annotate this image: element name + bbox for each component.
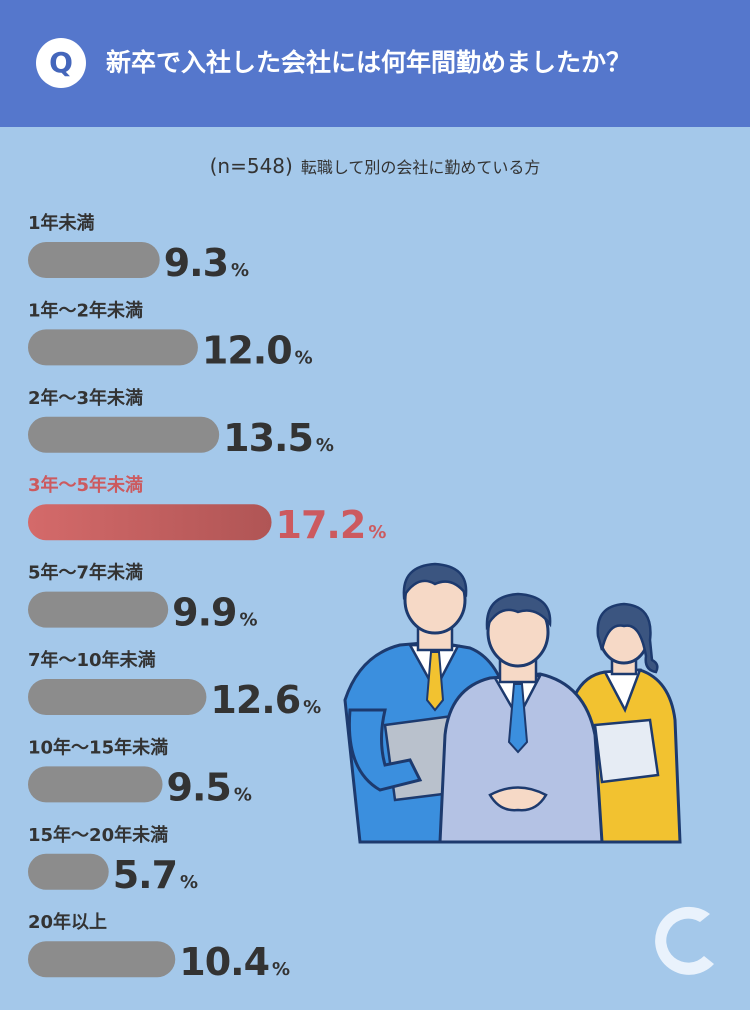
bar <box>28 416 220 453</box>
category-label: 3年〜5年未満 <box>28 474 143 496</box>
bar <box>28 941 176 978</box>
category-label: 1年〜2年未満 <box>28 299 143 321</box>
bar <box>28 242 160 278</box>
value-label: 12.0% <box>202 328 313 372</box>
bar <box>28 766 163 803</box>
question-header: Q 新卒で入社した会社には何年間勤めましたか？ <box>0 0 750 127</box>
bar <box>28 853 109 890</box>
value-label: 9.3% <box>164 241 249 285</box>
category-label: 1年未満 <box>28 212 95 234</box>
category-label: 20年以上 <box>28 911 107 933</box>
man-center-figure <box>438 592 604 844</box>
value-label: 10.4% <box>179 940 290 984</box>
category-label: 2年〜3年未満 <box>28 387 143 409</box>
category-label: 10年〜15年未満 <box>28 736 168 758</box>
category-label: 15年〜20年未満 <box>28 824 168 846</box>
respondent-description: 転職して別の会社に勤めている方 <box>300 158 541 177</box>
category-label: 7年〜10年未満 <box>28 649 156 671</box>
bar <box>28 504 272 541</box>
business-people-illustration <box>343 562 682 844</box>
survey-subtitle: (n=548) 転職して別の会社に勤めている方 <box>0 152 750 182</box>
value-label: 9.9% <box>172 591 257 635</box>
sample-size: (n=548) <box>209 154 293 178</box>
value-label: 9.5% <box>167 765 252 809</box>
bar <box>28 679 207 715</box>
category-label: 5年〜7年未満 <box>28 562 143 584</box>
bar <box>28 329 198 366</box>
value-label: 13.5% <box>223 416 334 460</box>
bar <box>28 591 169 628</box>
value-label: 17.2% <box>276 503 387 547</box>
q-badge-icon: Q <box>36 38 86 88</box>
woman-right-figure <box>573 602 682 844</box>
brand-logo-icon <box>655 906 714 975</box>
value-label: 12.6% <box>210 678 321 722</box>
question-title: 新卒で入社した会社には何年間勤めましたか？ <box>106 48 632 77</box>
value-label: 5.7% <box>113 853 198 897</box>
